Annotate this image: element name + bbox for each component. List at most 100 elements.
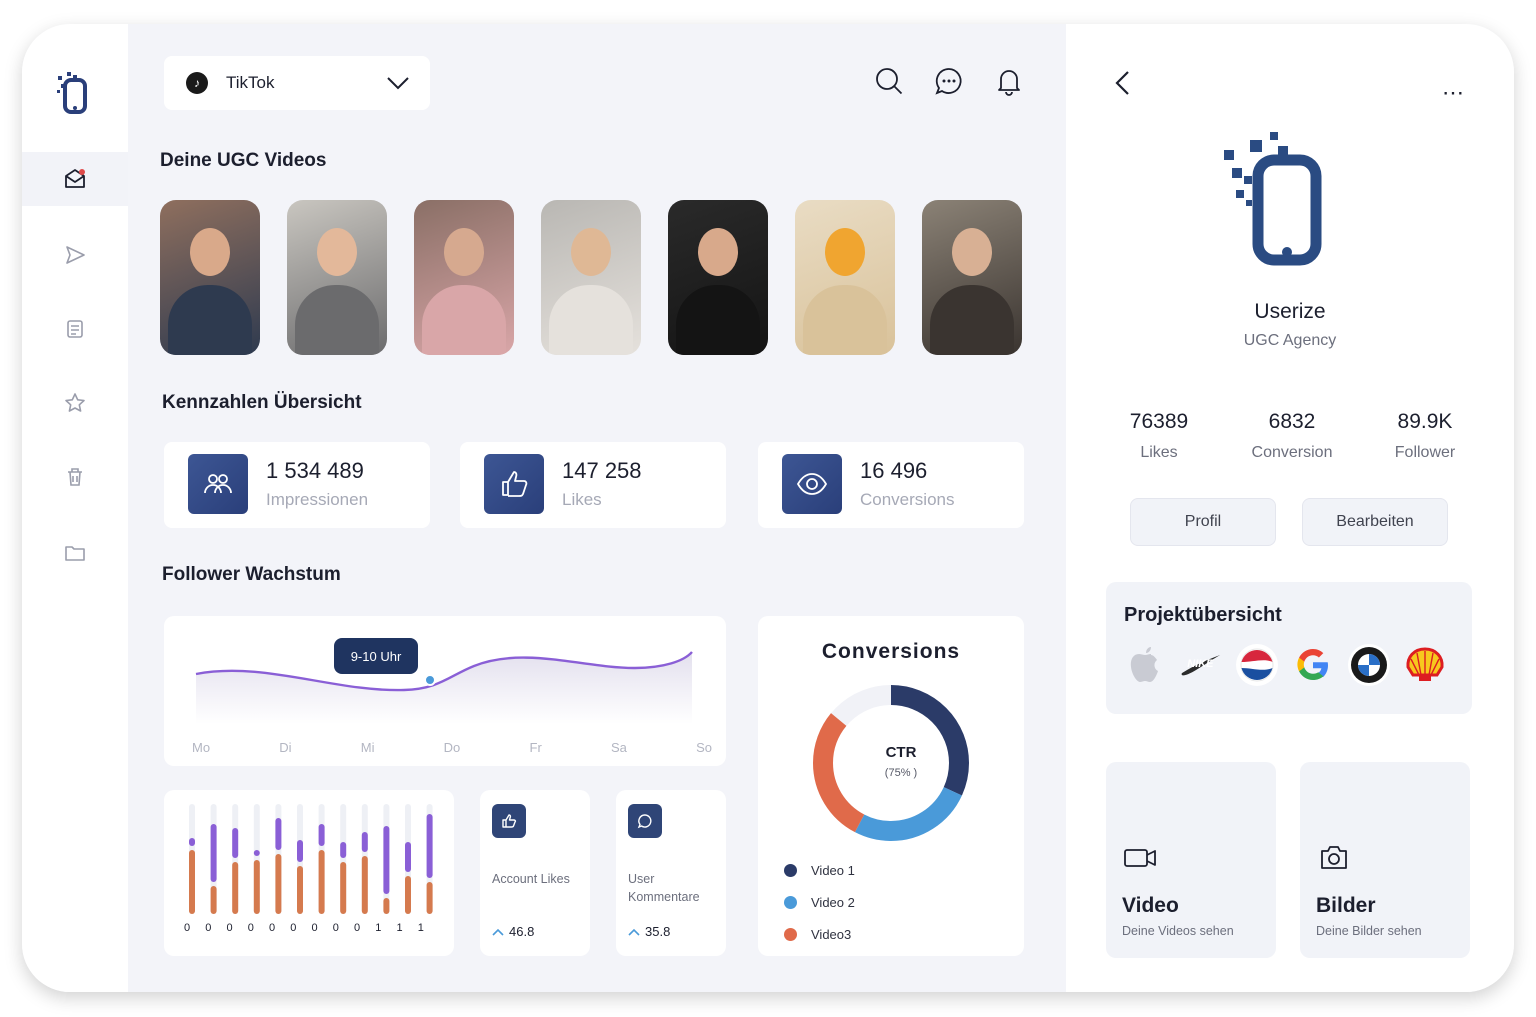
- thumbs-up-icon: [484, 454, 544, 514]
- video-thumbnail[interactable]: [795, 200, 895, 355]
- apple-icon[interactable]: [1124, 644, 1166, 686]
- legend-dot: [784, 895, 797, 909]
- stat-value: 76389: [1129, 410, 1189, 433]
- star-icon: [65, 393, 85, 412]
- thumbnail-figure-head: [952, 228, 992, 276]
- thumbnail-figure-head: [698, 228, 738, 276]
- brand-logos: NIKE: [1124, 644, 1446, 686]
- activity-bar: [297, 804, 303, 914]
- nike-icon[interactable]: NIKE: [1180, 644, 1222, 686]
- back-arrow-icon[interactable]: [1112, 68, 1134, 98]
- account-likes-card[interactable]: Account Likes 46.8: [480, 790, 590, 956]
- sidebar-item-folder[interactable]: [22, 526, 128, 580]
- tiktok-icon: ♪: [186, 72, 208, 94]
- legend-dot: [784, 927, 797, 941]
- day-label: Mi: [360, 740, 375, 755]
- video-thumbnail[interactable]: [541, 200, 641, 355]
- sidebar-item-inbox[interactable]: [22, 152, 128, 206]
- images-card-subtitle: Deine Bilder sehen: [1316, 924, 1422, 938]
- kpi-card-conversions[interactable]: 16 496 Conversions: [758, 442, 1024, 528]
- thumbnail-figure-head: [825, 228, 865, 276]
- stat-value: 6832: [1268, 410, 1316, 433]
- mini-card-value: 35.8: [628, 924, 670, 939]
- video-thumbnail[interactable]: [668, 200, 768, 355]
- thumbnail-figure-head: [571, 228, 611, 276]
- mini-card-label: Account Likes: [492, 872, 570, 886]
- mail-icon: [65, 169, 85, 188]
- activity-bar: [426, 804, 433, 914]
- sidebar-item-notes[interactable]: [22, 302, 128, 356]
- day-label: So: [696, 740, 712, 755]
- video-card[interactable]: Video Deine Videos sehen: [1106, 762, 1276, 958]
- sidebar: [22, 24, 128, 992]
- stat-likes: 76389 Likes: [1094, 410, 1224, 462]
- kpi-card-impressions[interactable]: 1 534 489 Impressionen: [164, 442, 430, 528]
- bar-axis-label: 0: [205, 922, 212, 934]
- userize-logo-icon: [57, 72, 87, 114]
- search-icon[interactable]: [874, 66, 904, 96]
- sidebar-item-favorites[interactable]: [22, 376, 128, 430]
- growth-marker: [424, 674, 436, 686]
- edit-button[interactable]: Bearbeiten: [1302, 498, 1448, 546]
- donut-slice: [813, 685, 969, 841]
- activity-bars: [189, 804, 433, 914]
- pepsi-icon[interactable]: [1236, 644, 1278, 686]
- legend-item: Video3: [784, 918, 855, 950]
- videos-title: Deine UGC Videos: [160, 150, 327, 171]
- shell-icon[interactable]: [1404, 644, 1446, 686]
- thumbnail-figure-head: [444, 228, 484, 276]
- profile-subtitle: UGC Agency: [1243, 332, 1337, 349]
- kpi-value: 1 534 489: [266, 458, 364, 483]
- legend-label: Video 2: [811, 894, 855, 910]
- growth-tooltip: 9-10 Uhr: [334, 638, 418, 674]
- platform-select[interactable]: ♪ TikTok: [164, 56, 430, 110]
- video-thumbnail[interactable]: [160, 200, 260, 355]
- legend-item: Video 1: [784, 854, 855, 886]
- stat-label: Likes: [1140, 444, 1178, 461]
- thumbnail-figure-body: [168, 285, 252, 355]
- donut-slice: [813, 685, 969, 841]
- bar-axis-label: 1: [396, 922, 403, 934]
- bmw-icon[interactable]: [1348, 644, 1390, 686]
- thumbnail-figure-body: [803, 285, 887, 355]
- header-actions: [874, 66, 1024, 96]
- stat-label: Conversion: [1251, 444, 1333, 461]
- svg-text:NIKE: NIKE: [1187, 658, 1214, 670]
- bar-axis-label: 0: [184, 922, 191, 934]
- chevron-down-icon: [387, 77, 409, 90]
- images-card[interactable]: Bilder Deine Bilder sehen: [1300, 762, 1470, 958]
- video-thumbnail[interactable]: [414, 200, 514, 355]
- mini-card-number: 46.8: [509, 924, 535, 939]
- project-overview: Projektübersicht NIKE: [1106, 582, 1472, 714]
- sidebar-item-send[interactable]: [22, 228, 128, 282]
- mini-card-label: User Kommentare: [628, 872, 700, 904]
- more-options-icon[interactable]: ⋯: [1442, 80, 1466, 105]
- project-overview-title: Projektübersicht: [1124, 604, 1282, 626]
- google-icon[interactable]: [1292, 644, 1334, 686]
- stat-conversion: 6832 Conversion: [1227, 410, 1357, 462]
- profile-button[interactable]: Profil: [1130, 498, 1276, 546]
- video-thumbnail[interactable]: [922, 200, 1022, 355]
- bar-axis-label: 0: [332, 922, 339, 934]
- day-label: Sa: [610, 740, 627, 755]
- video-thumbnail[interactable]: [287, 200, 387, 355]
- ctr-title: CTR: [885, 744, 917, 761]
- kpi-value: 16 496: [860, 458, 928, 483]
- stat-label: Follower: [1394, 444, 1456, 461]
- kpi-title: Kennzahlen Übersicht: [162, 392, 362, 413]
- user-comments-card[interactable]: User Kommentare 35.8: [616, 790, 726, 956]
- thumbnail-figure-body: [295, 285, 379, 355]
- sidebar-item-trash[interactable]: [22, 450, 128, 504]
- camera-icon: [1321, 846, 1347, 869]
- bar-axis-label: 0: [354, 922, 361, 934]
- eye-icon: [782, 454, 842, 514]
- bell-icon[interactable]: [994, 66, 1024, 96]
- activity-bar: [361, 804, 368, 914]
- follower-growth-chart: 9-10 Uhr Mo Di Mi Do Fr Sa So: [164, 616, 726, 766]
- bar-axis-label: 1: [417, 922, 424, 934]
- activity-bar-chart: 0 0 0 0 0 0 0 0 0 1 1 1: [164, 790, 454, 956]
- mini-card-number: 35.8: [645, 924, 671, 939]
- chat-icon[interactable]: [934, 66, 964, 96]
- kpi-card-likes[interactable]: 147 258 Likes: [460, 442, 726, 528]
- bar-axis-label: 0: [311, 922, 318, 934]
